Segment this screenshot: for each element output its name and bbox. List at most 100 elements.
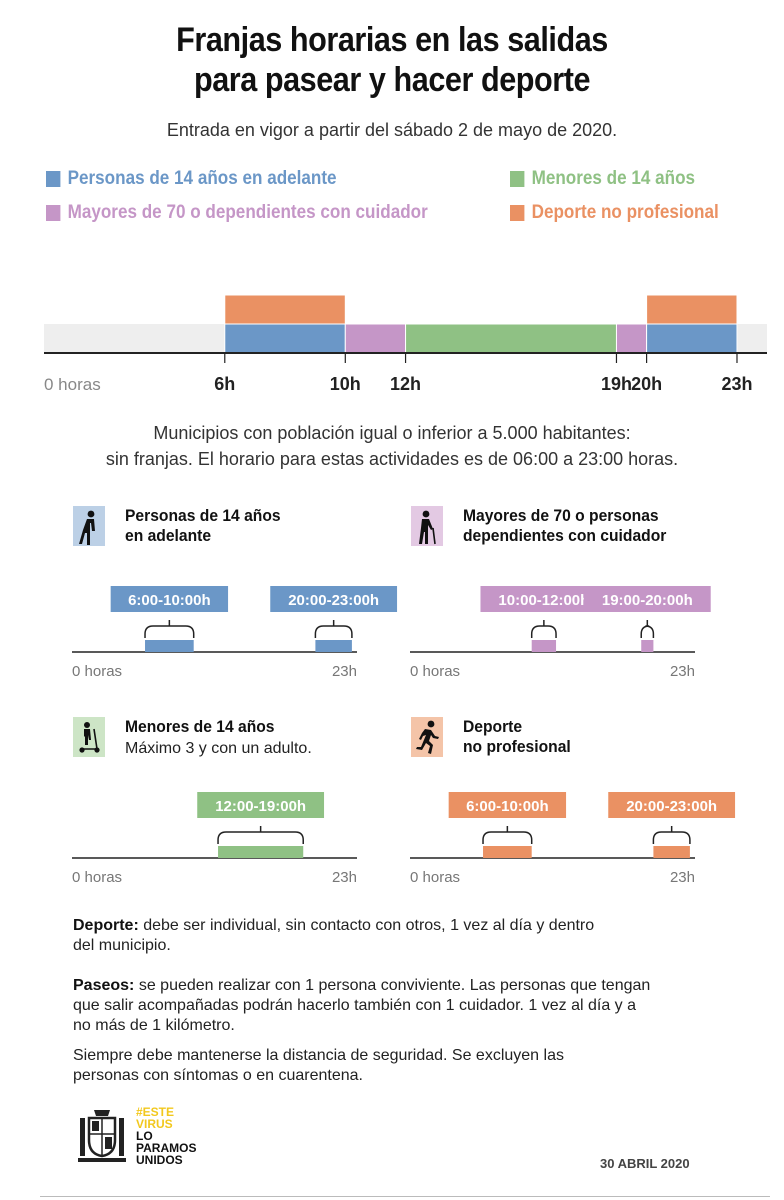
infographic-title: Franjas horarias en las salidas para pas… [39,20,745,100]
legend-label: Personas de 14 años en adelante [67,168,337,189]
origin-label: 0 horas [44,375,101,394]
range-bracket-0 [530,620,557,638]
range-bar-0 [145,640,194,652]
legend-item-minors: Menores de 14 años [510,168,695,190]
panel-minors-timeline: 12:00-19:00h 0 horas 23h [72,792,357,886]
legend-swatch-blue [46,171,61,187]
note-paseos-label: Paseos: [73,977,135,994]
range-bracket-0 [482,826,533,844]
panel-adults-title-2: en adelante [125,526,212,545]
range-bar-0 [483,846,532,858]
timeline-bar-6 [646,294,738,325]
note-paseos-text-3: no más de 1 kilómetro. [73,1017,235,1034]
timeline-bar-0 [224,323,346,354]
legend-label: Menores de 14 años [531,168,696,189]
note-paseos-text-2: que salir acompañadas podrán hacerlo tam… [73,997,637,1014]
note-deporte-label: Deporte: [73,917,139,934]
note-siempre-text-2: personas con síntomas o en cuarentena. [73,1067,363,1084]
range-label-box-0 [197,792,325,818]
legend-label: Deporte no profesional [531,202,719,223]
legend-swatch-purple [46,205,61,221]
timeline-bar-3 [615,323,648,354]
panel-minors-title: Menores de 14 años [125,717,275,736]
range-bar-1 [653,846,690,858]
tick-label-10: 10h [330,374,361,394]
tick-label-20: 20h [631,374,662,394]
municipios-line-1: Municipios con población igual o inferio… [153,423,631,443]
tick-label-12: 12h [390,374,421,394]
tick-label-19: 19h [601,374,632,394]
panel-elderly-title-2: dependientes con cuidador [463,526,667,545]
panel-origin-label: 0 horas [72,869,122,886]
panel-end-label: 23h [670,663,695,680]
timeline-bar-4 [646,323,738,354]
range-bracket-1 [314,620,353,638]
elderly-person-with-cane-icon [411,506,443,546]
range-label-0: 6:00-10:00h [128,592,211,609]
range-label-box-0 [448,792,567,818]
subtitle: Entrada en vigor a partir del sábado 2 d… [166,120,618,140]
slogan-line-5: UNIDOS [136,1153,183,1167]
panel-origin-label: 0 horas [410,663,460,680]
legend-label: Mayores de 70 o dependientes con cuidado… [67,202,428,223]
panel-end-label: 23h [332,869,357,886]
range-label-0: 10:00-12:00h [498,592,589,609]
range-bar-0 [218,846,304,858]
walking-person-icon [73,506,105,546]
range-bracket-0 [217,826,304,844]
panel-adults-title-1: Personas de 14 años [125,506,281,525]
range-label-box-0 [110,586,229,612]
child-on-scooter-icon [73,717,105,757]
panel-elderly-title-1: Mayores de 70 o personas [463,506,659,525]
range-bracket-1 [640,620,655,638]
range-label-1: 19:00-20:00h [602,592,693,609]
legend-item-elderly: Mayores de 70 o dependientes con cuidado… [46,202,428,224]
bottom-divider [40,1196,770,1197]
tick-label-23: 23h [721,374,752,394]
panel-minors-subtitle: Máximo 3 y con un adulto. [125,740,312,757]
tick-label-6: 6h [214,374,235,394]
range-label-box-1 [608,792,736,818]
legend-item-adults: Personas de 14 años en adelante [46,168,337,190]
panel-sport-title-1: Deporte [463,717,523,736]
range-bracket-0 [144,620,195,638]
note-deporte-text-2: del municipio. [73,937,171,954]
panel-sport-title-2: no profesional [463,737,571,756]
slogan-line-4: PARAMOS [136,1141,197,1155]
range-label-box-1 [583,586,711,612]
running-person-icon [411,717,443,757]
timeline-bar-5 [224,294,346,325]
title-line-1: Franjas horarias en las salidas [176,21,608,59]
municipios-note: Municipios con población igual o inferio… [0,420,784,472]
panel-origin-label: 0 horas [410,869,460,886]
panel-elderly-timeline: 10:00-12:00h 19:00-20:00h 0 horas 23h [410,586,711,680]
main-timeline-chart: 0 horas 6h 10h 12h 19h 20h 23h [44,294,767,394]
range-label-box-1 [270,586,398,612]
panel-adults-timeline: 6:00-10:00h 20:00-23:00h 0 horas 23h [72,586,398,680]
panel-origin-label: 0 horas [72,663,122,680]
timeline-bar-2 [405,323,617,354]
range-bracket-1 [652,826,691,844]
range-label-1: 20:00-23:00h [288,592,379,609]
legend-swatch-green [510,171,525,187]
range-label-0: 12:00-19:00h [215,798,306,815]
panel-adults-title: Personas de 14 años en adelante [125,506,281,546]
note-deporte-text-1: debe ser individual, sin contacto con ot… [138,917,595,934]
range-label-0: 6:00-10:00h [466,798,549,815]
slogan-line-2: VIRUS [136,1117,173,1131]
slogan-line-1: #ESTE [136,1105,175,1119]
publication-date: 30 ABRIL 2020 [600,1156,690,1171]
panel-end-label: 23h [332,663,357,680]
timeline-bar-1 [344,323,407,354]
panel-sport-timeline: 6:00-10:00h 20:00-23:00h 0 horas 23h [410,792,736,886]
municipios-line-2: sin franjas. El horario para estas activ… [105,449,679,469]
panel-elderly-title: Mayores de 70 o personas dependientes co… [463,506,666,546]
note-paseos-text-1: se pueden realizar con 1 persona convivi… [134,977,651,994]
slogan-line-3: LO [136,1129,153,1143]
note-deporte: Deporte: debe ser individual, sin contac… [73,916,733,956]
range-bar-1 [641,640,654,652]
legend-item-sport: Deporte no profesional [510,202,719,224]
slogan: #ESTE VIRUS LO PARAMOS UNIDOS [136,1106,196,1166]
panel-sport-title: Deporte no profesional [463,717,571,757]
note-paseos: Paseos: se pueden realizar con 1 persona… [73,976,733,1036]
